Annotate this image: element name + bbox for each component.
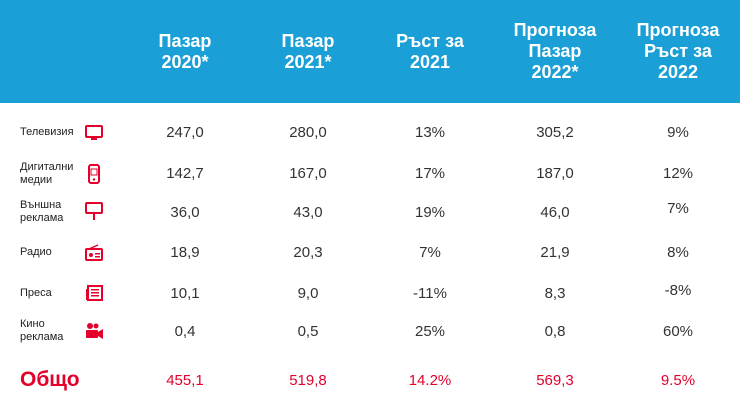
billboard-icon — [84, 201, 104, 221]
row-label: Радио — [20, 246, 52, 258]
column-header: Ръст за 2021 — [396, 30, 464, 72]
table-cell: 305,2 — [536, 124, 574, 141]
table-row: Дигитални медии 142,7 167,0 17% 187,0 12… — [0, 160, 740, 188]
table-cell: 9% — [667, 124, 689, 141]
table-cell: 142,7 — [166, 165, 204, 182]
table-cell: 0,8 — [544, 323, 566, 340]
column-header: Пазар 2020* — [158, 30, 212, 72]
column-header: Пазар 2021* — [281, 30, 335, 72]
table-cell: 25% — [414, 323, 446, 340]
table-cell: 8,3 — [544, 285, 566, 302]
row-label: Преса — [20, 287, 52, 299]
table-cell: 280,0 — [289, 124, 327, 141]
row-label: Телевизия — [20, 126, 74, 138]
total-label: Общо — [20, 368, 80, 391]
mobile-phone-icon — [84, 164, 104, 184]
row-label: Външна реклама — [20, 199, 64, 224]
row-label: Дигитални медии — [20, 161, 74, 186]
table-cell: 21,9 — [540, 244, 570, 261]
table-cell: 187,0 — [536, 165, 574, 182]
table-cell: 46,0 — [540, 204, 570, 221]
table-cell: 60% — [662, 323, 694, 340]
total-cell: 519,8 — [289, 372, 327, 389]
radio-icon — [84, 243, 104, 263]
total-cell: 455,1 — [166, 372, 204, 389]
row-label: Кино реклама — [20, 318, 64, 343]
table-cell: 167,0 — [289, 165, 327, 182]
total-cell: 9.5% — [660, 372, 696, 389]
total-cell: 569,3 — [536, 372, 574, 389]
table-cell: 20,3 — [293, 244, 323, 261]
column-header: Прогноза Пазар 2022* — [513, 20, 597, 82]
table-cell: 13% — [414, 124, 446, 141]
table-cell: 8% — [667, 244, 689, 261]
movie-camera-icon — [84, 321, 104, 341]
table-cell: 7% — [667, 200, 689, 217]
table-row: Телевизия 247,0 280,0 13% 305,2 9% — [0, 122, 740, 144]
newspaper-icon — [84, 283, 104, 303]
table-row: Външна реклама 36,0 43,0 19% 46,0 7% — [0, 198, 740, 226]
table-row: Преса 10,1 9,0 -11% 8,3 -8% — [0, 281, 740, 305]
table-cell: 0,4 — [174, 323, 196, 340]
table-cell: 18,9 — [170, 244, 200, 261]
column-header: Прогноза Ръст за 2022 — [636, 20, 720, 82]
table-cell: 36,0 — [170, 204, 200, 221]
table-cell: 247,0 — [166, 124, 204, 141]
table-row: Радио 18,9 20,3 7% 21,9 8% — [0, 241, 740, 265]
table-cell: 10,1 — [170, 285, 200, 302]
tv-icon — [84, 123, 104, 143]
table-cell: 19% — [414, 204, 446, 221]
total-row: Общо 455,1 519,8 14.2% 569,3 9.5% — [0, 366, 740, 394]
table-cell: 9,0 — [297, 285, 319, 302]
table-cell: -8% — [664, 282, 692, 299]
total-cell: 14.2% — [408, 372, 452, 389]
table-cell: 12% — [662, 165, 694, 182]
table-cell: 17% — [414, 165, 446, 182]
table-cell: 7% — [419, 244, 441, 261]
table-header: Пазар 2020* Пазар 2021* Ръст за 2021 Про… — [0, 0, 740, 103]
table-cell: 0,5 — [297, 323, 319, 340]
table-row: Кино реклама 0,4 0,5 25% 0,8 60% — [0, 317, 740, 345]
table-cell: 43,0 — [293, 204, 323, 221]
table-cell: -11% — [413, 285, 447, 302]
